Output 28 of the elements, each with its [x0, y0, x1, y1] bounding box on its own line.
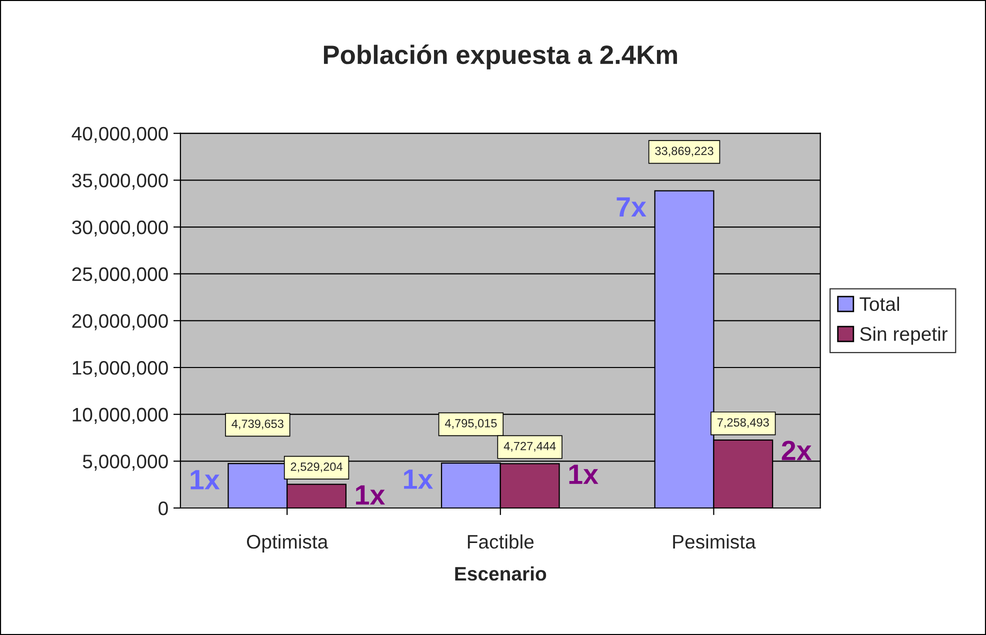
- chart-title: Población expuesta a 2.4Km: [324, 44, 677, 70]
- annotation: 1x: [569, 464, 598, 484]
- y-tick-label: 25,000,000: [72, 267, 168, 284]
- x-axis-title: Escenario: [455, 566, 546, 581]
- legend-label: Total: [860, 296, 900, 311]
- y-tick-label: 30,000,000: [72, 220, 168, 237]
- data-label: 33,869,223: [655, 146, 714, 156]
- y-tick-label: 20,000,000: [72, 314, 168, 330]
- y-tick-label: 40,000,000: [72, 126, 168, 143]
- data-label: 4,739,653: [232, 420, 284, 430]
- y-tick-label: 35,000,000: [72, 174, 168, 190]
- y-tick-label: 5,000,000: [82, 454, 168, 471]
- x-tick-label: Optimista: [246, 534, 328, 553]
- x-tick-label: Pesimista: [673, 534, 756, 549]
- x-tick-label: Factible: [468, 534, 534, 549]
- annotation: 1x: [190, 470, 220, 490]
- y-tick-label: 10,000,000: [72, 408, 168, 424]
- y-tick-label: 15,000,000: [72, 360, 168, 378]
- y-tick-label: 0: [158, 501, 168, 516]
- annotation: 2x: [782, 440, 812, 460]
- data-label: 4,795,015: [444, 419, 497, 429]
- data-label: 7,258,493: [717, 418, 769, 428]
- annotation: 1x: [404, 470, 433, 489]
- data-label: 4,727,444: [504, 442, 556, 452]
- annotation: 1x: [356, 485, 385, 504]
- annotation: 7x: [616, 197, 646, 216]
- data-label: 2,529,204: [290, 462, 342, 472]
- legend-label: Sin repetir: [860, 326, 948, 345]
